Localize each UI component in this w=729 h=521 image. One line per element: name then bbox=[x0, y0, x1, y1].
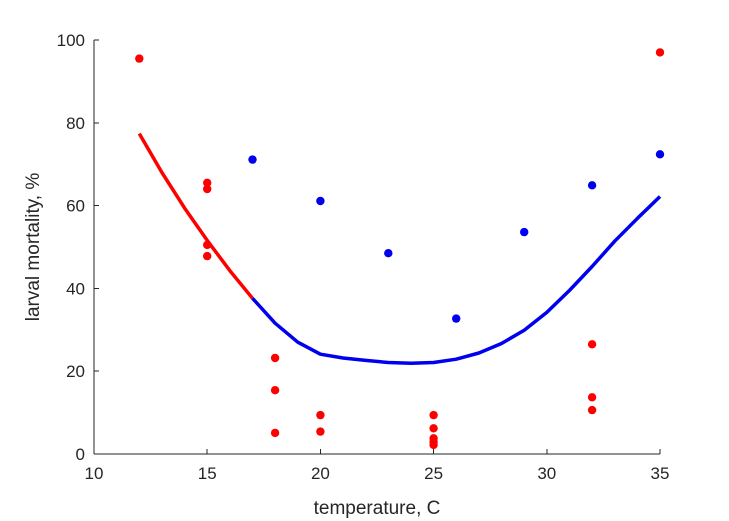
x-tick-label-2: 20 bbox=[311, 464, 330, 483]
x-tick-label-3: 25 bbox=[424, 464, 443, 483]
axes bbox=[93, 40, 660, 455]
data-point-0-18 bbox=[655, 48, 665, 57]
y-tick-label-5: 100 bbox=[57, 31, 85, 50]
y-tick-label-4: 80 bbox=[66, 114, 85, 133]
y-tick-label-2: 40 bbox=[66, 279, 85, 298]
data-point-0-0 bbox=[135, 54, 144, 63]
data-point-0-10 bbox=[429, 410, 438, 420]
x-tick-label-1: 15 bbox=[198, 464, 217, 483]
data-point-0-17 bbox=[587, 405, 597, 415]
data-point-0-9 bbox=[316, 427, 325, 436]
data-point-0-11 bbox=[429, 424, 438, 433]
x-tick-label-5: 35 bbox=[651, 464, 670, 483]
fit-lines bbox=[137, 132, 662, 366]
data-point-0-1 bbox=[203, 178, 212, 187]
data-points bbox=[135, 48, 665, 450]
y-axis-label: larval mortality, % bbox=[23, 173, 44, 322]
data-point-0-8 bbox=[316, 410, 325, 420]
fit-line-1 bbox=[251, 195, 662, 366]
data-point-1-3 bbox=[452, 314, 461, 323]
data-point-0-6 bbox=[270, 386, 280, 395]
data-point-0-2 bbox=[203, 184, 212, 194]
x-tick-label-4: 30 bbox=[537, 464, 556, 483]
y-tick-label-1: 20 bbox=[66, 362, 85, 381]
data-point-0-5 bbox=[270, 353, 280, 363]
data-point-0-15 bbox=[587, 340, 597, 349]
data-point-1-1 bbox=[316, 196, 325, 206]
fit-line-0 bbox=[137, 132, 254, 300]
data-point-1-4 bbox=[520, 227, 529, 237]
y-tick-label-3: 60 bbox=[66, 197, 85, 216]
y-tick-label-0: 0 bbox=[76, 445, 85, 464]
data-point-0-16 bbox=[587, 393, 597, 402]
data-point-1-2 bbox=[384, 249, 393, 258]
data-point-0-3 bbox=[203, 240, 212, 250]
data-point-1-5 bbox=[587, 181, 597, 190]
data-point-1-0 bbox=[248, 155, 257, 164]
data-point-0-4 bbox=[203, 251, 212, 261]
x-axis-label: temperature, C bbox=[314, 498, 441, 519]
data-point-1-6 bbox=[655, 150, 665, 159]
data-point-0-7 bbox=[270, 428, 280, 438]
ticks: 10 15 20 25 30 35 0 20 40 60 80 100 bbox=[57, 31, 670, 483]
data-point-0-14 bbox=[429, 440, 438, 450]
x-tick-label-0: 10 bbox=[85, 464, 104, 483]
